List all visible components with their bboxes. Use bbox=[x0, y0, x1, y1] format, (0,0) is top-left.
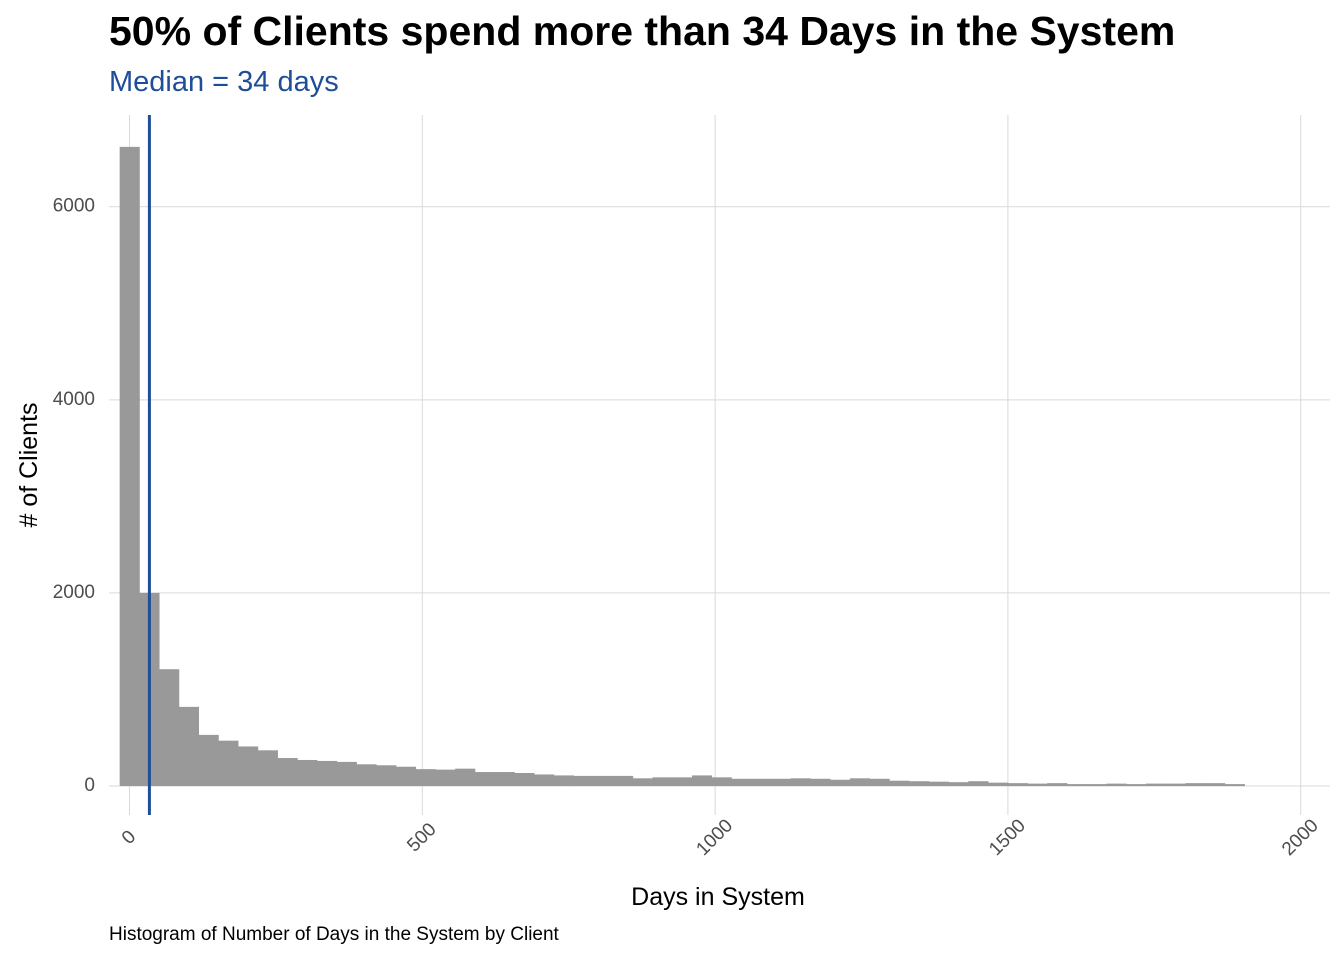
histogram-bar bbox=[1185, 783, 1206, 787]
histogram-bar bbox=[751, 778, 772, 787]
histogram-bar bbox=[534, 774, 555, 787]
histogram-bar bbox=[672, 777, 693, 787]
histogram-bar bbox=[494, 772, 515, 787]
histogram-bar bbox=[869, 778, 890, 787]
chart-title: 50% of Clients spend more than 34 Days i… bbox=[109, 8, 1176, 54]
histogram-bar bbox=[336, 761, 357, 787]
histogram-bar bbox=[1007, 783, 1028, 787]
histogram-bar bbox=[178, 706, 199, 787]
x-tick-label: 1000 bbox=[692, 815, 737, 860]
histogram-bar bbox=[573, 775, 594, 787]
histogram-bar bbox=[613, 775, 634, 787]
histogram-bar bbox=[889, 780, 910, 787]
histogram-bar bbox=[455, 768, 476, 787]
histogram-bar bbox=[376, 765, 397, 787]
histogram-bar bbox=[1066, 784, 1088, 787]
histogram-bar bbox=[297, 759, 318, 787]
histogram-bar bbox=[830, 779, 851, 787]
x-tick-label: 0 bbox=[118, 826, 140, 848]
histogram-bar bbox=[514, 773, 535, 787]
histogram-bar bbox=[1086, 784, 1107, 787]
y-tick-label: 0 bbox=[84, 775, 95, 796]
grid-lines bbox=[109, 115, 1330, 815]
histogram-bar bbox=[356, 764, 377, 787]
histogram-bar bbox=[948, 782, 969, 787]
x-tick-label: 2000 bbox=[1278, 815, 1323, 860]
y-axis-label: # of Clients bbox=[15, 402, 43, 527]
chart-caption: Histogram of Number of Days in the Syste… bbox=[109, 924, 559, 945]
y-tick-label: 6000 bbox=[53, 196, 95, 217]
histogram-bar bbox=[238, 746, 259, 787]
histogram-bar bbox=[1126, 784, 1147, 787]
histogram-bar bbox=[1145, 783, 1167, 787]
histogram-bar bbox=[691, 775, 713, 787]
y-tick-label: 4000 bbox=[53, 389, 95, 410]
histogram-bar bbox=[1047, 783, 1068, 787]
histogram-bar bbox=[415, 769, 436, 787]
histogram-bar bbox=[849, 778, 870, 787]
histogram-bar bbox=[731, 778, 752, 787]
histogram-bar bbox=[711, 777, 732, 787]
histogram-bar bbox=[790, 778, 811, 787]
histogram-bar bbox=[1165, 783, 1186, 787]
y-axis-ticks: 0 2000 4000 6000 bbox=[53, 196, 95, 796]
x-tick-label: 500 bbox=[403, 819, 440, 856]
histogram-bar bbox=[652, 777, 673, 787]
chart-subtitle: Median = 34 days bbox=[109, 66, 339, 98]
histogram-bar bbox=[1224, 784, 1245, 787]
histogram-bar bbox=[968, 781, 989, 787]
histogram-bar bbox=[553, 775, 574, 787]
histogram-bar bbox=[317, 760, 338, 787]
x-axis-ticks: 0 500 1000 1500 2000 bbox=[118, 815, 1323, 860]
histogram-bar bbox=[810, 778, 831, 787]
histogram-bar bbox=[770, 778, 792, 787]
histogram-bar bbox=[395, 766, 417, 787]
histogram-bar bbox=[632, 778, 653, 787]
histogram-bar bbox=[257, 750, 278, 787]
histogram-bar bbox=[1106, 783, 1127, 787]
histogram-bar bbox=[435, 769, 456, 787]
histogram-bar bbox=[593, 775, 614, 787]
histogram-bar bbox=[1205, 783, 1226, 787]
histogram-bar bbox=[159, 669, 180, 787]
histogram-bar bbox=[474, 772, 496, 787]
histogram-bar bbox=[198, 734, 219, 787]
histogram-bar bbox=[277, 758, 298, 787]
histogram-bars bbox=[119, 146, 1245, 787]
histogram-bar bbox=[218, 740, 239, 787]
x-tick-label: 1500 bbox=[985, 815, 1030, 860]
histogram-bar bbox=[119, 146, 140, 787]
histogram-bar bbox=[928, 781, 949, 787]
x-axis-label: Days in System bbox=[631, 883, 805, 911]
histogram-bar bbox=[1027, 783, 1048, 787]
y-tick-label: 2000 bbox=[53, 582, 95, 603]
histogram-bar bbox=[988, 782, 1009, 787]
histogram-bar bbox=[909, 781, 930, 787]
